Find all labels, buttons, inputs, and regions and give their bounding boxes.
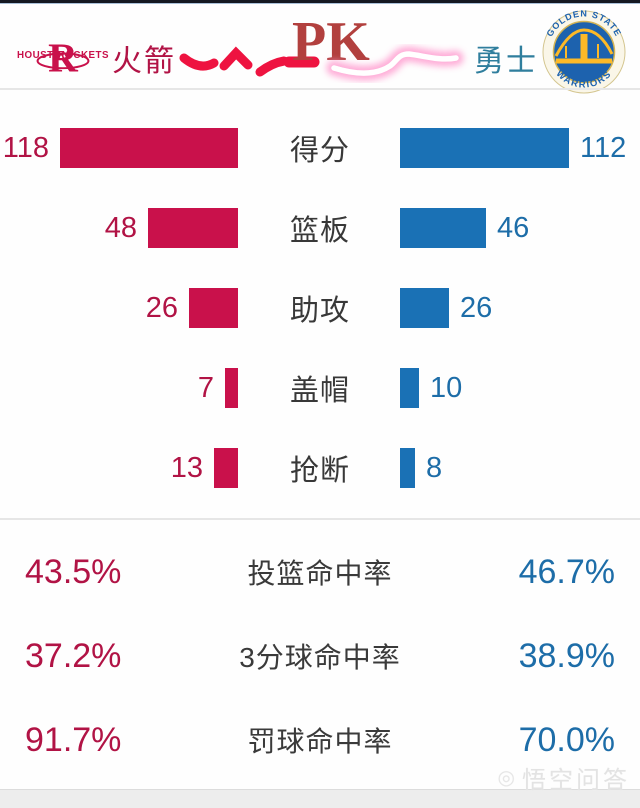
rockets-value: 26 — [145, 291, 178, 324]
stat-row: 抢断 13 8 — [0, 428, 640, 508]
header-divider — [0, 88, 640, 90]
warriors-percentage: 46.7% — [518, 552, 615, 591]
pink-highlighter-core — [331, 51, 459, 76]
rockets-bar — [189, 288, 238, 328]
rockets-bar — [214, 448, 238, 488]
warriors-stat-group: 26 — [400, 288, 492, 328]
rockets-value: 48 — [104, 211, 137, 244]
warriors-bar — [400, 368, 419, 408]
watermark-logo-icon: ◎ — [497, 767, 518, 789]
watermark: ◎ 悟空问答 — [498, 760, 630, 795]
stat-label: 篮板 — [289, 215, 350, 247]
percentage-row: 43.5% 投篮命中率 46.7% — [0, 530, 640, 614]
section-divider — [0, 518, 640, 520]
warriors-value: 8 — [426, 451, 443, 484]
top-border — [0, 0, 640, 3]
percentage-row: 37.2% 3分球命中率 38.9% — [0, 614, 640, 698]
warriors-value: 10 — [430, 371, 463, 404]
warriors-stat-group: 112 — [400, 128, 626, 168]
rockets-stat-group: 13 — [171, 448, 238, 488]
rockets-stat-group: 7 — [198, 368, 238, 408]
percentage-label: 投篮命中率 — [247, 558, 393, 589]
percentage-label: 罚球命中率 — [247, 726, 393, 757]
rockets-bar — [225, 368, 238, 408]
warriors-bar — [400, 448, 415, 488]
rockets-percentage: 37.2% — [25, 636, 122, 675]
warriors-bar — [400, 128, 569, 168]
warriors-bar — [400, 208, 486, 248]
stat-label: 助攻 — [289, 295, 350, 327]
bottom-strip — [0, 789, 640, 808]
stat-label: 得分 — [289, 135, 350, 167]
percentage-label: 3分球命中率 — [239, 642, 401, 673]
rockets-stat-group: 26 — [146, 288, 238, 328]
rockets-bar — [60, 128, 238, 168]
rockets-stat-group: 118 — [3, 128, 238, 168]
stat-row: 盖帽 7 10 — [0, 348, 640, 428]
stat-row: 篮板 48 46 — [0, 188, 640, 268]
warriors-percentage: 38.9% — [518, 636, 615, 675]
stat-row: 助攻 26 26 — [0, 268, 640, 348]
percentage-row: 91.7% 罚球命中率 70.0% — [0, 698, 640, 782]
warriors-percentage: 70.0% — [518, 720, 615, 759]
rockets-percentage: 91.7% — [25, 720, 122, 759]
header: HOUSTON R ROCKETS 火箭 PK 勇士 — [0, 4, 640, 94]
rockets-bar — [148, 208, 238, 248]
stat-label: 抢断 — [289, 455, 350, 487]
warriors-bar — [400, 288, 449, 328]
warriors-bridge — [554, 28, 614, 64]
pk-doodle: PK — [179, 12, 464, 81]
rockets-logo-word-right: ROCKETS — [58, 50, 109, 61]
watermark-text: 悟空问答 — [522, 767, 630, 794]
warriors-team-name: 勇士 — [474, 45, 538, 78]
stat-label: 盖帽 — [289, 375, 350, 407]
percentage-comparison-section: 43.5% 投篮命中率 46.7% 37.2% 3分球命中率 38.9% 91.7% 罚球命中… — [0, 520, 640, 782]
rockets-logo-icon: HOUSTON R ROCKETS — [17, 35, 109, 76]
rockets-value: 118 — [2, 131, 49, 164]
stats-comparison-section: 得分 118 112 篮板 48 46 助攻 26 26 盖帽 7 10 抢断 13 8 — [0, 90, 640, 508]
stat-row: 得分 118 112 — [0, 108, 640, 188]
warriors-stat-group: 46 — [400, 208, 529, 248]
rockets-orbit-ellipse — [36, 52, 90, 70]
rockets-team-name: 火箭 — [112, 45, 176, 78]
rockets-percentage: 43.5% — [25, 552, 122, 591]
rockets-logo-letter: R — [48, 35, 79, 76]
warriors-value: 46 — [497, 211, 530, 244]
warriors-logo-icon: GOLDEN STATE WARRIORS — [542, 10, 626, 94]
rockets-logo-word-left: HOUSTON — [17, 50, 69, 61]
warriors-value: 112 — [580, 131, 627, 164]
rockets-value: 13 — [170, 451, 203, 484]
warriors-stat-group: 10 — [400, 368, 462, 408]
warriors-value: 26 — [460, 291, 493, 324]
rockets-value: 7 — [197, 371, 214, 404]
red-marker-strokes — [179, 46, 320, 77]
warriors-stat-group: 8 — [400, 448, 442, 488]
top-border-highlight — [0, 3, 640, 4]
rockets-stat-group: 48 — [105, 208, 238, 248]
